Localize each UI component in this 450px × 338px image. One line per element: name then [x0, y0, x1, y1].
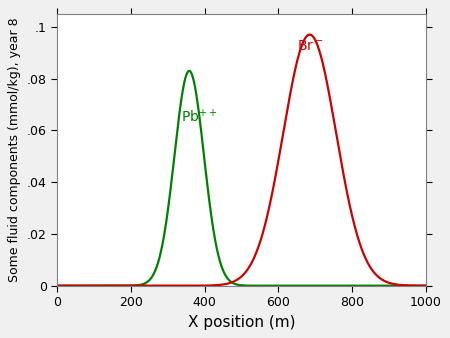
- Text: Pb$^{++}$: Pb$^{++}$: [181, 108, 217, 125]
- X-axis label: X position (m): X position (m): [188, 315, 295, 330]
- Y-axis label: Some fluid components (mmol/kg), year 8: Some fluid components (mmol/kg), year 8: [9, 18, 21, 282]
- Text: Br$^-$: Br$^-$: [297, 39, 323, 53]
